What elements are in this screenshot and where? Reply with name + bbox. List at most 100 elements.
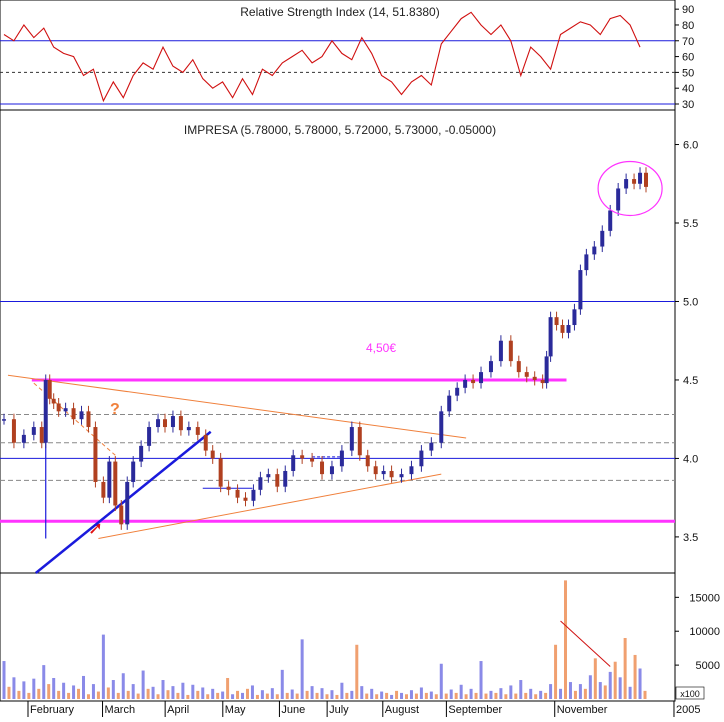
- volume-bar: [176, 692, 180, 699]
- volume-bar: [613, 661, 617, 699]
- month-label: April: [167, 704, 189, 716]
- volume-tick-label: 5000: [696, 660, 720, 672]
- volume-bar: [539, 690, 543, 699]
- price-bar: [455, 387, 460, 396]
- rsi-panel-frame: [0, 0, 676, 111]
- price-bar: [429, 442, 434, 451]
- volume-bar: [544, 692, 548, 699]
- price-bar: [479, 372, 484, 384]
- volume-bar: [47, 684, 51, 699]
- volume-bar: [295, 693, 299, 699]
- price-tick-label: 5.0: [683, 296, 698, 308]
- volume-bar: [325, 694, 329, 699]
- price-bar: [218, 458, 223, 487]
- volume-bar: [385, 692, 389, 699]
- volume-bar: [32, 678, 36, 699]
- volume-bar: [241, 692, 245, 699]
- price-bar: [516, 361, 521, 373]
- price-bar: [51, 398, 56, 404]
- volume-panel-frame: [0, 572, 676, 702]
- volume-bar: [290, 689, 294, 699]
- volume-bar: [7, 686, 11, 699]
- volume-bar: [191, 684, 195, 699]
- volume-bar: [27, 692, 31, 699]
- price-bar: [560, 325, 565, 333]
- month-label: August: [385, 704, 419, 716]
- volume-layer: [2, 580, 647, 699]
- price-bar: [71, 408, 76, 420]
- volume-bar: [231, 694, 235, 699]
- volume-bar: [131, 684, 135, 699]
- volume-bar: [126, 690, 130, 699]
- volume-bar: [549, 684, 553, 699]
- price-bar: [178, 416, 183, 431]
- volume-tick-label: 10000: [689, 626, 720, 638]
- month-label: March: [105, 704, 136, 716]
- price-bar: [56, 403, 61, 412]
- price-bar: [170, 416, 175, 428]
- volume-bar: [315, 692, 319, 699]
- month-label: 2005: [676, 704, 700, 716]
- price-bar: [600, 230, 605, 247]
- price-bar: [139, 445, 144, 462]
- price-bar: [389, 470, 394, 478]
- volume-bar: [409, 690, 413, 699]
- price-bar: [131, 461, 136, 482]
- volume-bar: [211, 688, 215, 699]
- volume-trend-line: [560, 620, 611, 667]
- volume-bar: [489, 690, 493, 699]
- month-label: November: [557, 704, 608, 716]
- rsi-tick-label: 90: [682, 4, 694, 16]
- price-bar: [43, 379, 48, 443]
- volume-bar: [221, 691, 225, 699]
- volume-bar: [360, 686, 364, 699]
- price-bar: [498, 340, 503, 362]
- price-bar: [291, 455, 296, 471]
- highlight-circle: [597, 160, 663, 217]
- volume-bar: [111, 680, 115, 699]
- volume-bar: [86, 694, 90, 699]
- price-bar: [566, 325, 571, 333]
- price-bar: [107, 461, 112, 498]
- price-bar: [508, 340, 513, 362]
- price-bar: [409, 466, 414, 475]
- volume-bar: [504, 694, 508, 699]
- volume-bar: [181, 682, 185, 699]
- price-bar: [540, 379, 545, 384]
- rsi-tick-label: 70: [682, 36, 694, 48]
- triangle-lower-line: [98, 473, 442, 539]
- rsi-tick-label: 60: [682, 52, 694, 64]
- volume-bar: [320, 688, 324, 699]
- rsi-tick-label: 80: [682, 20, 694, 32]
- volume-bar: [598, 682, 602, 699]
- volume-bar: [529, 688, 533, 699]
- volume-bar: [17, 690, 21, 699]
- price-bar: [463, 379, 468, 388]
- price-bar: [644, 172, 648, 187]
- rsi-title: Relative Strength Index (14, 51.8380): [240, 5, 439, 19]
- price-bar: [21, 434, 26, 443]
- volume-bar: [62, 682, 66, 699]
- volume-bar: [335, 694, 339, 699]
- price-bar: [488, 361, 493, 373]
- volume-bar: [101, 634, 105, 699]
- volume-bar: [136, 693, 140, 699]
- volume-bar: [499, 688, 503, 699]
- price-bar: [632, 179, 637, 184]
- price-bar: [608, 210, 613, 231]
- price-tick-label: 5.5: [683, 218, 698, 230]
- volume-bar: [285, 692, 289, 699]
- price-bar: [31, 427, 36, 435]
- volume-bar: [588, 675, 592, 699]
- price-bar: [439, 411, 444, 443]
- volume-bar: [355, 644, 359, 699]
- volume-bar: [91, 684, 95, 699]
- volume-bar: [424, 692, 428, 699]
- volume-bar: [628, 686, 632, 699]
- uptrend-blue-line: [35, 430, 212, 574]
- volume-bar: [57, 690, 61, 699]
- price-bar: [275, 474, 280, 487]
- volume-bar: [608, 671, 612, 699]
- month-label: July: [329, 704, 349, 716]
